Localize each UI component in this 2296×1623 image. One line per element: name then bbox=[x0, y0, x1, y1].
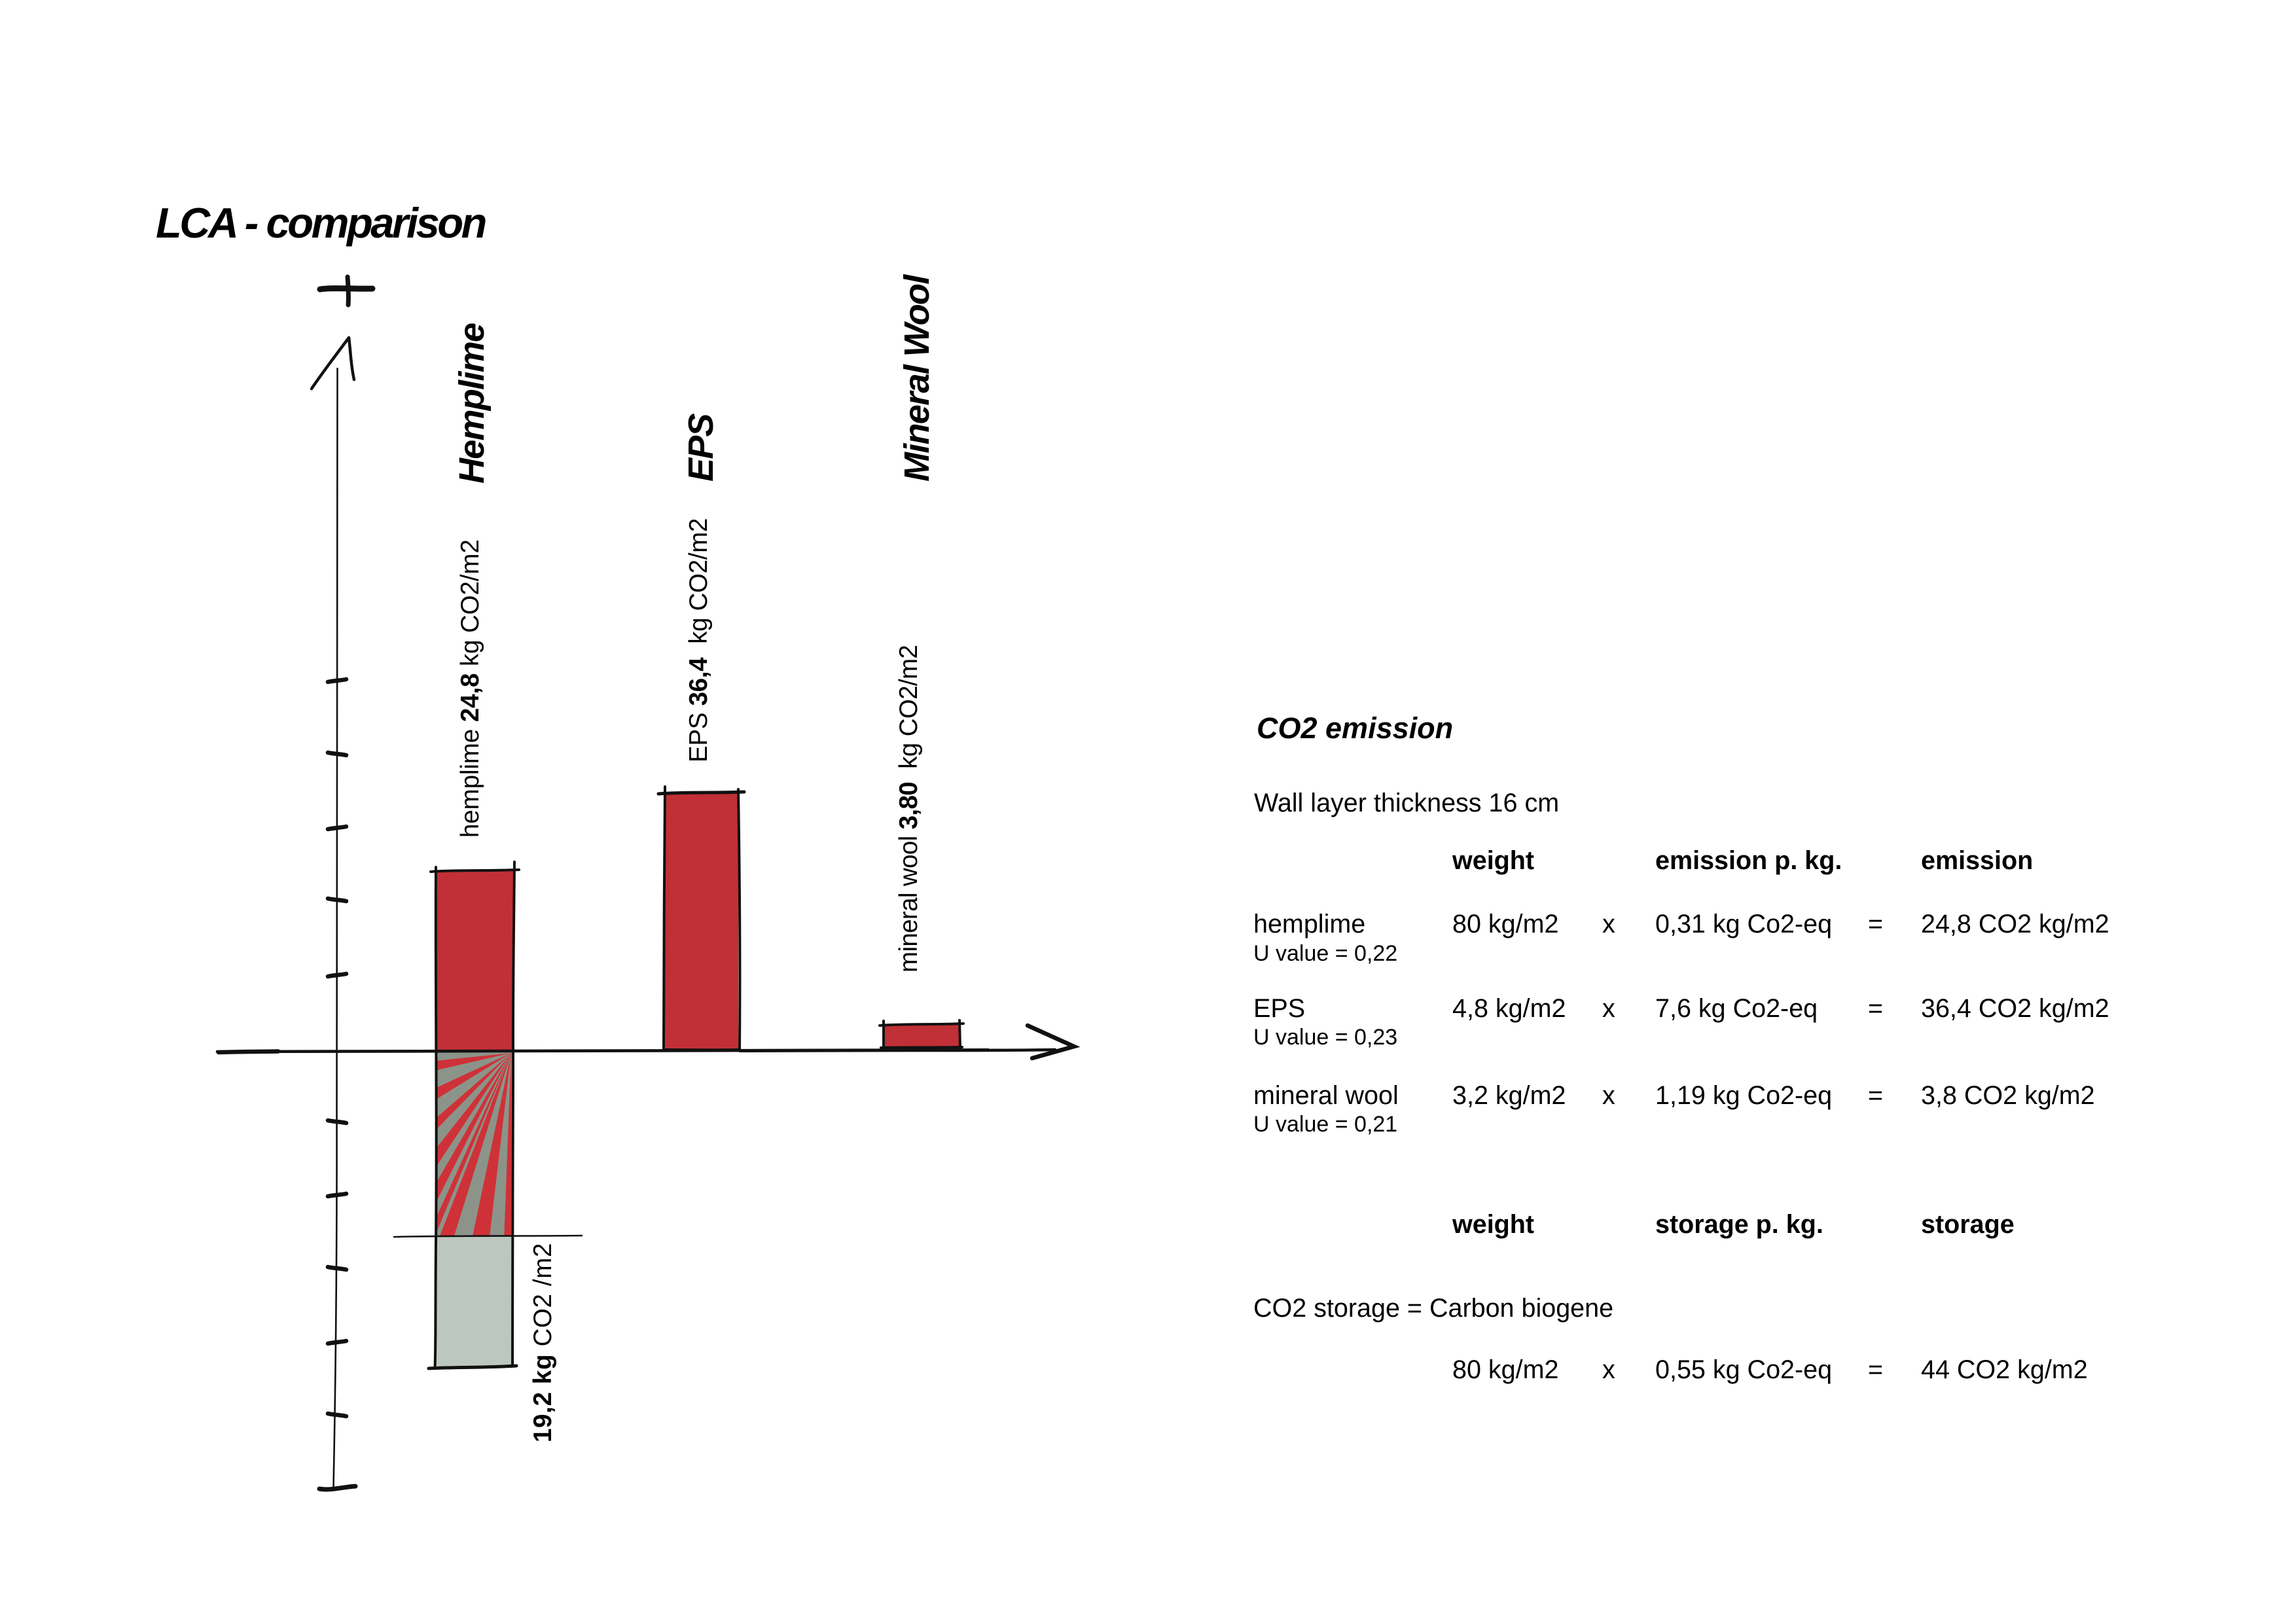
svg-text:U value = 0,23: U value = 0,23 bbox=[1253, 1025, 1397, 1050]
svg-text:weight: weight bbox=[1452, 846, 1534, 875]
svg-text:x: x bbox=[1602, 910, 1615, 938]
svg-text:x: x bbox=[1602, 1081, 1615, 1110]
svg-text:24,8 CO2 kg/m2: 24,8 CO2 kg/m2 bbox=[1921, 910, 2109, 938]
svg-text:3,8 CO2 kg/m2: 3,8 CO2 kg/m2 bbox=[1921, 1081, 2095, 1110]
svg-text:Mineral Wool: Mineral Wool bbox=[897, 274, 937, 482]
svg-text:Wall layer thickness 16 cm: Wall layer thickness 16 cm bbox=[1254, 789, 1559, 817]
svg-text:x: x bbox=[1602, 1355, 1615, 1384]
svg-text:=: = bbox=[1868, 910, 1883, 938]
svg-text:Hemplime: Hemplime bbox=[452, 323, 492, 484]
svg-text:1,19 kg Co2-eq: 1,19 kg Co2-eq bbox=[1655, 1081, 1832, 1110]
svg-text:7,6 kg Co2-eq: 7,6 kg Co2-eq bbox=[1655, 994, 1818, 1023]
svg-text:emission: emission bbox=[1921, 846, 2033, 875]
svg-text:EPS 36,4 kg CO2/m2: EPS 36,4 kg CO2/m2 bbox=[685, 518, 713, 762]
svg-text:hemplime: hemplime bbox=[1253, 910, 1365, 938]
svg-text:=: = bbox=[1868, 1081, 1883, 1110]
svg-text:U value = 0,22: U value = 0,22 bbox=[1253, 941, 1397, 966]
svg-text:CO2 storage = Carbon biogene: CO2 storage = Carbon biogene bbox=[1253, 1294, 1613, 1323]
svg-text:mineral wool: mineral wool bbox=[1253, 1081, 1399, 1110]
svg-text:CO2 emission: CO2 emission bbox=[1257, 711, 1453, 745]
svg-text:19,2 kg CO2 /m2: 19,2 kg CO2 /m2 bbox=[529, 1243, 557, 1442]
svg-text:4,8 kg/m2: 4,8 kg/m2 bbox=[1452, 994, 1566, 1023]
svg-text:storage: storage bbox=[1921, 1210, 2015, 1239]
svg-text:emission p. kg.: emission p. kg. bbox=[1655, 846, 1842, 875]
svg-text:80 kg/m2: 80 kg/m2 bbox=[1452, 1355, 1558, 1384]
svg-text:U value = 0,21: U value = 0,21 bbox=[1253, 1112, 1397, 1137]
svg-text:36,4 CO2 kg/m2: 36,4 CO2 kg/m2 bbox=[1921, 994, 2109, 1023]
svg-text:0,55 kg Co2-eq: 0,55 kg Co2-eq bbox=[1655, 1355, 1832, 1384]
svg-text:weight: weight bbox=[1452, 1210, 1534, 1239]
svg-text:hemplime 24,8 kg CO2/m2: hemplime 24,8 kg CO2/m2 bbox=[456, 539, 484, 838]
svg-text:=: = bbox=[1868, 1355, 1883, 1384]
svg-text:80 kg/m2: 80 kg/m2 bbox=[1452, 910, 1558, 938]
svg-text:3,2 kg/m2: 3,2 kg/m2 bbox=[1452, 1081, 1566, 1110]
svg-text:x: x bbox=[1602, 994, 1615, 1023]
svg-text:storage p. kg.: storage p. kg. bbox=[1655, 1210, 1823, 1239]
svg-text:=: = bbox=[1868, 994, 1883, 1023]
svg-text:EPS: EPS bbox=[1253, 994, 1305, 1023]
svg-text:0,31 kg Co2-eq: 0,31 kg Co2-eq bbox=[1655, 910, 1832, 938]
svg-text:EPS: EPS bbox=[681, 413, 721, 482]
svg-text:mineral wool 3,80 kg CO2/m2: mineral wool 3,80 kg CO2/m2 bbox=[895, 645, 923, 972]
svg-text:44 CO2 kg/m2: 44 CO2 kg/m2 bbox=[1921, 1355, 2088, 1384]
svg-text:LCA - comparison: LCA - comparison bbox=[156, 199, 486, 247]
